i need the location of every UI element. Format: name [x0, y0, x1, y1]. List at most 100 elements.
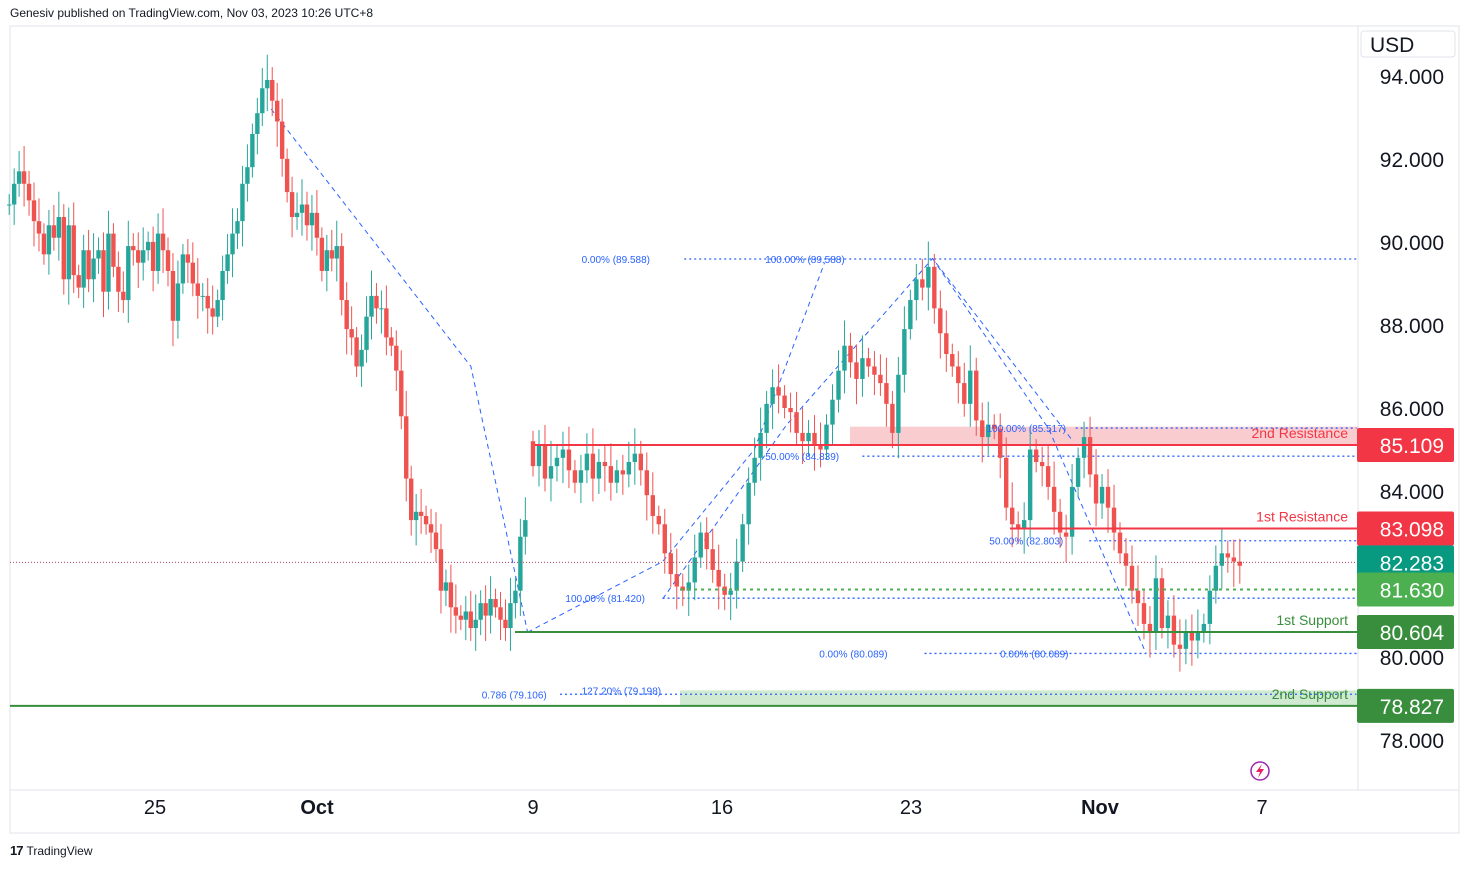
candle — [205, 278, 210, 334]
candle — [111, 223, 116, 278]
fib-label-5: 50.00% (82.803) — [989, 537, 1063, 548]
candle-body — [7, 204, 12, 206]
candle-body — [662, 524, 667, 554]
level-label-5: 2nd Support — [1272, 686, 1348, 702]
candle — [962, 362, 967, 417]
candle-body — [369, 295, 374, 317]
candle — [374, 283, 379, 324]
candle-body — [956, 366, 961, 384]
candle — [992, 414, 997, 440]
candle-body — [818, 445, 823, 450]
candle-body — [584, 453, 590, 471]
y-tick-label: 84.000 — [1380, 481, 1444, 504]
candle-body — [854, 362, 859, 379]
candle — [884, 357, 889, 427]
candle-body — [433, 532, 439, 550]
price-badges-layer: 85.109 83.098 82.283 81.630 80.604 78.827 — [1357, 427, 1454, 723]
candle-body — [339, 246, 344, 301]
fib-label-8: 0.786 (79.106) — [482, 690, 547, 701]
candle — [1129, 545, 1135, 604]
candle-body — [1093, 474, 1099, 504]
y-tick-label: 78.000 — [1380, 730, 1444, 753]
candle-body — [279, 121, 285, 159]
time-axis[interactable]: 25 Oct 9 16 23 Nov 7 — [144, 797, 1268, 819]
candle — [210, 285, 215, 335]
candle — [86, 229, 91, 293]
candle — [31, 182, 37, 247]
candle — [364, 296, 369, 363]
candle-body — [1004, 457, 1009, 508]
price-badge-3: 81.630 — [1357, 572, 1454, 607]
candle — [349, 306, 354, 356]
candle-body — [782, 395, 787, 408]
candle — [81, 234, 86, 308]
candle — [240, 165, 245, 247]
candle-body — [656, 515, 661, 525]
y-tick-label: 80.000 — [1380, 647, 1444, 670]
candle-body — [523, 520, 528, 537]
candle-body — [518, 536, 523, 591]
candle-body — [560, 449, 566, 458]
lightning-icon[interactable] — [1250, 761, 1270, 781]
candle — [270, 67, 275, 117]
candle — [91, 233, 96, 303]
candle — [1081, 421, 1087, 479]
candle — [710, 528, 715, 583]
candle — [1009, 482, 1015, 548]
candle — [536, 430, 542, 487]
candle-body — [974, 370, 979, 421]
currency-button[interactable]: USD — [1360, 30, 1456, 58]
candle — [274, 82, 280, 147]
candle-body — [1009, 507, 1015, 525]
price-axis[interactable]: 94.000 92.000 90.000 88.000 86.000 84.000 80.0… — [1380, 66, 1444, 753]
candle — [448, 564, 454, 633]
candles-layer — [7, 54, 1243, 672]
candle-body — [1213, 565, 1219, 591]
candle — [788, 392, 793, 433]
price-badge-0: 85.109 — [1357, 427, 1454, 462]
candle — [914, 263, 919, 321]
candle-body — [329, 250, 334, 259]
candle — [46, 209, 52, 275]
trend-line-1 — [527, 262, 826, 633]
candle — [590, 428, 596, 502]
candle-body — [1033, 449, 1039, 462]
footer-brand[interactable]: 17 TradingView — [10, 843, 93, 858]
fib-label-6: 0.00% (80.089) — [819, 649, 887, 660]
candle — [339, 233, 344, 316]
candle-body — [294, 212, 300, 217]
levels-layer: 2nd Resistance 1st Resistance 1st Support 2… — [10, 425, 1358, 707]
candle — [638, 440, 644, 486]
candle — [1004, 437, 1009, 521]
candle-body — [121, 291, 126, 301]
candle-body — [136, 250, 141, 263]
candle-body — [145, 241, 151, 251]
candle-body — [265, 79, 270, 89]
candle-body — [806, 432, 811, 442]
candle — [830, 384, 835, 445]
candle — [493, 588, 498, 618]
candle-body — [686, 582, 691, 591]
candle — [260, 67, 265, 127]
candle — [394, 330, 399, 391]
candle-body — [1201, 623, 1207, 633]
candle — [126, 220, 131, 323]
candle — [473, 594, 478, 651]
candle — [66, 207, 71, 305]
candle — [542, 425, 548, 492]
candle-body — [418, 511, 424, 516]
candle — [136, 232, 141, 289]
footer-brand-label: TradingView — [26, 843, 93, 858]
candle — [1213, 545, 1219, 604]
candle-body — [674, 574, 679, 587]
candle — [503, 599, 508, 641]
candle — [1189, 614, 1195, 666]
candle-body — [746, 482, 751, 525]
trend-line-0 — [270, 108, 529, 633]
candle — [96, 237, 101, 274]
candle-body — [1153, 578, 1159, 633]
candle — [728, 572, 733, 621]
candle-body — [764, 403, 769, 433]
candle-body — [932, 266, 937, 309]
